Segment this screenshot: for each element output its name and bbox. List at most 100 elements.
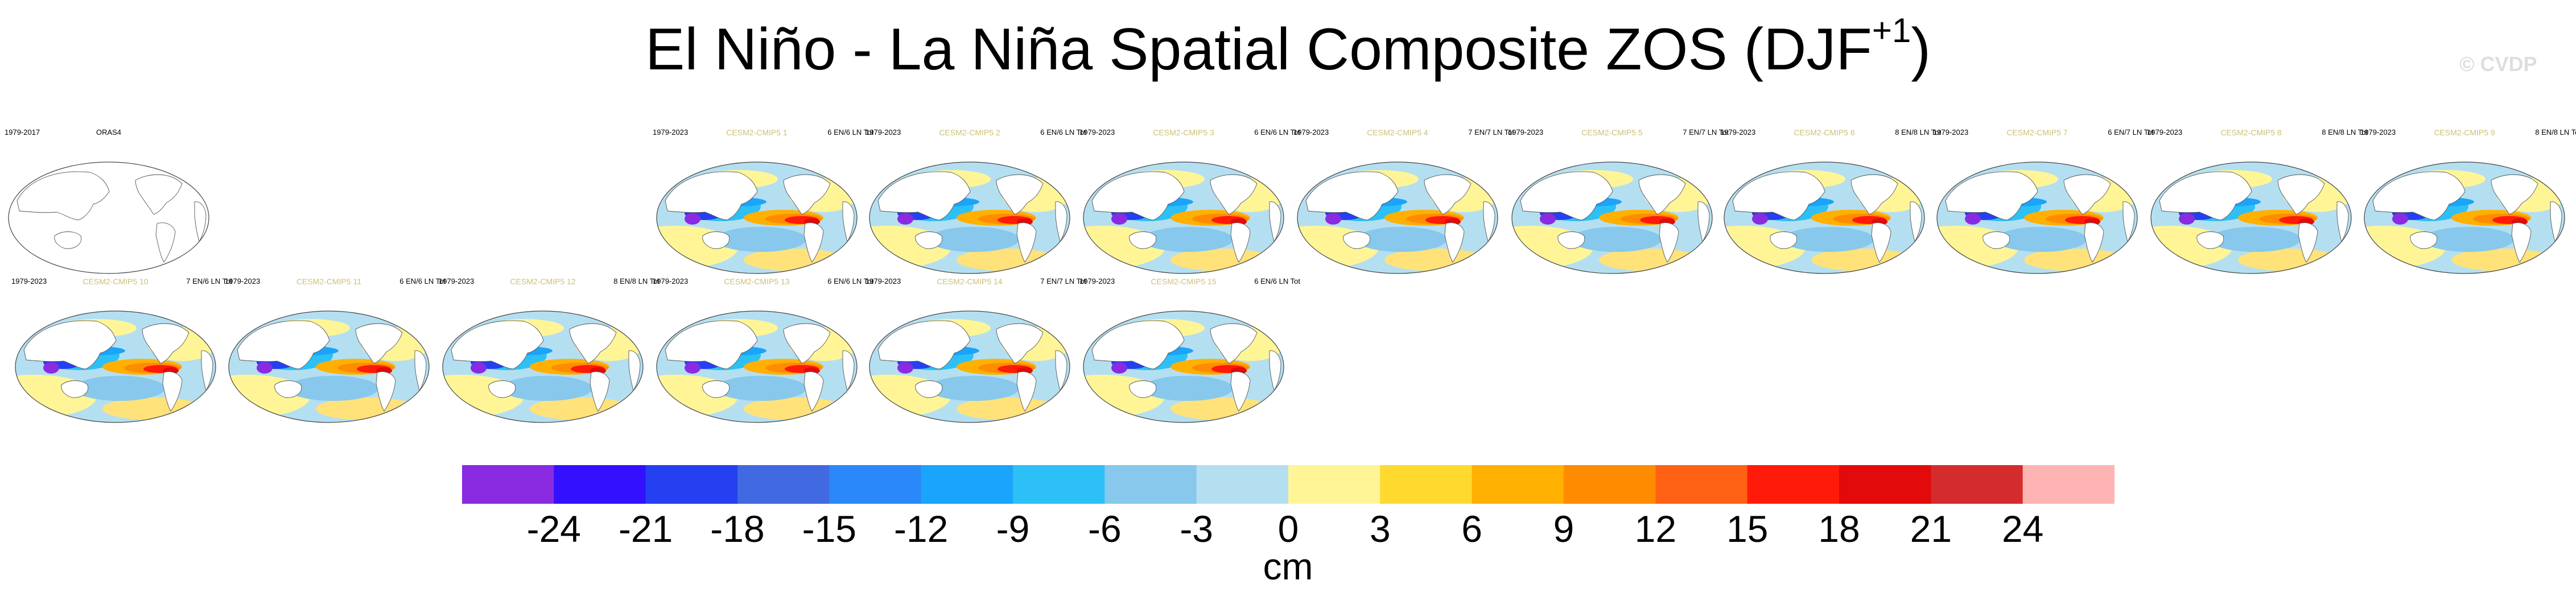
yellow-anomaly <box>316 397 418 420</box>
africa-land <box>1910 201 1922 243</box>
cool-anomaly <box>897 213 913 225</box>
cool-anomaly <box>1752 213 1768 225</box>
map-panel: 1979-2023 CESM2-CMIP5 12 8 EN/8 LN Tot <box>439 277 660 426</box>
cool-anomaly <box>1540 213 1556 225</box>
cool-anomaly <box>1965 213 1981 225</box>
colorbar-segment <box>1013 465 1105 504</box>
cvdp-watermark: © CVDP <box>2459 52 2537 76</box>
colorbar-tick-label: -3 <box>1180 508 1213 550</box>
australia-land <box>488 380 516 398</box>
yellow-anomaly <box>2024 248 2126 271</box>
africa-land <box>628 350 641 392</box>
cool-anomaly <box>2392 213 2408 225</box>
cool-anomaly <box>1783 227 1874 252</box>
colorbar-segment <box>1472 465 1564 504</box>
africa-land <box>842 201 855 243</box>
yellow-anomaly <box>1170 397 1273 420</box>
panel-event-count: 7 EN/7 LN Tot <box>1468 128 1514 136</box>
asia-land <box>17 171 110 221</box>
panel-years: 1979-2023 <box>865 128 901 136</box>
yellow-anomaly <box>2238 248 2340 271</box>
australia-land <box>2196 231 2224 249</box>
north-america-land <box>135 174 183 215</box>
colorbar-tick-label: 3 <box>1369 508 1391 550</box>
cool-anomaly <box>287 376 378 401</box>
panel-title: CESM2-CMIP5 6 <box>1794 128 1855 137</box>
panel-years: 1979-2023 <box>653 128 689 136</box>
africa-land <box>1269 201 1281 243</box>
north-america-land <box>2063 174 2111 215</box>
africa-land <box>1269 350 1281 392</box>
north-america-land <box>2491 174 2538 215</box>
cool-anomaly <box>1111 362 1127 374</box>
asia-land <box>877 171 971 221</box>
yellow-anomaly <box>102 397 205 420</box>
south-america-land <box>1444 222 1465 263</box>
cool-anomaly <box>471 362 487 374</box>
map-border <box>15 310 216 423</box>
colorbar-tick-label: -15 <box>802 508 857 550</box>
cool-anomaly <box>897 362 913 374</box>
panel-years: 1979-2023 <box>1293 128 1329 136</box>
cool-anomaly <box>2210 227 2301 252</box>
panel-years: 1979-2023 <box>1079 128 1115 136</box>
north-america-land <box>1210 174 1258 215</box>
colorbar-segment <box>1196 465 1289 504</box>
map-border <box>442 310 644 423</box>
colorbar-segment <box>829 465 922 504</box>
colorbar-segment <box>1288 465 1380 504</box>
africa-land <box>2550 201 2562 243</box>
map-border <box>1936 161 2138 274</box>
asia-land <box>665 320 758 370</box>
map-border <box>1511 161 1713 274</box>
map-border <box>2150 161 2352 274</box>
colorbar-tick-label: -21 <box>618 508 673 550</box>
panel-event-count: 8 EN/8 LN Tot <box>613 277 660 285</box>
asia-land <box>237 320 330 370</box>
south-america-land <box>1659 222 1679 263</box>
panel-event-count: 6 EN/6 LN Tot <box>399 277 446 285</box>
cool-anomaly <box>2179 213 2195 225</box>
asia-land <box>451 320 544 370</box>
cool-anomaly <box>928 376 1019 401</box>
africa-land <box>1055 201 1068 243</box>
panel-years: 1979-2023 <box>653 277 689 285</box>
panel-event-count: 8 EN/8 LN Tot <box>1895 128 1941 136</box>
map-panel: 1979-2023 CESM2-CMIP5 11 6 EN/6 LN Tot <box>225 277 446 426</box>
panel-years: 1979-2023 <box>2360 128 2396 136</box>
australia-land <box>1557 231 1585 249</box>
map-panel: 1979-2023 CESM2-CMIP5 6 8 EN/8 LN Tot <box>1720 128 1941 277</box>
asia-land <box>665 171 758 221</box>
colorbar-tick-label: -12 <box>893 508 949 550</box>
panel-title: CESM2-CMIP5 13 <box>724 277 790 286</box>
panel-years: 1979-2023 <box>11 277 47 285</box>
colorbar-segment <box>1564 465 1656 504</box>
map-svg <box>1724 161 1925 274</box>
panel-title: ORAS4 <box>96 128 122 136</box>
colorbar-tick-label: 18 <box>1818 508 1860 550</box>
yellow-anomaly <box>1170 248 1273 271</box>
colorbar-tick-label: 6 <box>1461 508 1483 550</box>
map-svg <box>1083 310 1284 423</box>
cool-anomaly <box>1356 227 1447 252</box>
colorbar-segment <box>1931 465 2023 504</box>
panel-title: CESM2-CMIP5 9 <box>2434 128 2495 137</box>
africa-land <box>194 201 207 243</box>
cool-anomaly <box>2423 227 2514 252</box>
colorbar-tick-label: 9 <box>1553 508 1575 550</box>
asia-land <box>1732 171 1825 221</box>
colorbar-segment <box>1104 465 1197 504</box>
north-america-land <box>996 323 1044 364</box>
map-panel: 1979-2023 CESM2-CMIP5 3 6 EN/6 LN Tot <box>1079 128 1300 277</box>
panel-title: CESM2-CMIP5 8 <box>2220 128 2282 137</box>
panel-years: 1979-2023 <box>865 277 901 285</box>
yellow-anomaly <box>744 397 846 420</box>
panel-event-count: 8 EN/8 LN Tot <box>2322 128 2368 136</box>
australia-land <box>274 380 302 398</box>
map-svg <box>1511 161 1713 274</box>
panel-title: CESM2-CMIP5 15 <box>1151 277 1217 286</box>
colorbar-segment <box>921 465 1013 504</box>
colorbar-tick-label: 15 <box>1726 508 1769 550</box>
map-border <box>1724 161 1925 274</box>
map-svg <box>1297 161 1498 274</box>
